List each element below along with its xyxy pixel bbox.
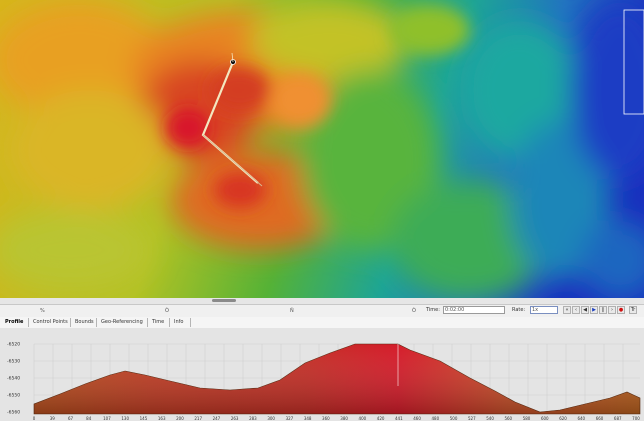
x-tick-label: 145 — [140, 416, 148, 421]
terrain-blob — [390, 180, 550, 298]
profile-panel: -6520 -6530 -6540 -6550 -6560 0 39 67 84 107 130 1… — [0, 328, 644, 421]
tab-divider — [70, 318, 71, 327]
x-tick-label: 300 — [267, 416, 275, 421]
terrain-blob — [0, 0, 170, 120]
terrain-blob — [510, 120, 610, 280]
rate-label: Rate: — [512, 307, 526, 313]
y-tick-label: -6530 — [7, 359, 20, 365]
x-tick-label: 527 — [468, 416, 476, 421]
time-label: Time: — [426, 307, 440, 313]
x-tick-label: 107 — [103, 416, 111, 421]
timeline-tick: % — [40, 308, 45, 314]
x-tick-label: 660 — [596, 416, 604, 421]
x-tick-label: 247 — [213, 416, 221, 421]
path-start-tail — [231, 52, 234, 63]
time-input[interactable]: 0:02:00 — [443, 306, 505, 314]
tab-profile[interactable]: Profile — [5, 319, 24, 325]
track-button[interactable]: Tr — [629, 306, 637, 314]
x-tick-label: 200 — [176, 416, 184, 421]
pause-icon[interactable]: ❙ — [599, 306, 607, 314]
y-tick-label: -6550 — [7, 393, 20, 399]
terrain-blob — [10, 90, 170, 210]
terrain-peak — [210, 68, 270, 112]
x-tick-label: 39 — [50, 416, 56, 421]
terrain-heatmap[interactable] — [0, 0, 644, 298]
timeline-tick: Ñ — [290, 308, 294, 314]
terrain-blob — [250, 0, 410, 80]
y-tick-label: -6520 — [7, 342, 20, 348]
x-tick-label: 0 — [33, 416, 36, 421]
y-tick-label: -6540 — [7, 376, 20, 382]
terrain-peak — [270, 74, 330, 126]
x-tick-label: 263 — [231, 416, 239, 421]
x-tick-label: 130 — [121, 416, 129, 421]
elevation-profile-chart[interactable]: -6520 -6530 -6540 -6550 -6560 0 39 67 84 107 130 1… — [0, 328, 644, 421]
x-tick-label: 460 — [413, 416, 421, 421]
tab-bounds[interactable]: Bounds — [75, 319, 94, 325]
tab-divider — [28, 318, 29, 327]
record-icon[interactable]: ● — [617, 306, 625, 314]
tab-divider — [96, 318, 97, 327]
tab-divider — [190, 318, 191, 327]
x-tick-label: 560 — [504, 416, 512, 421]
map-scrollbar[interactable] — [0, 298, 644, 304]
x-tick-label: 540 — [486, 416, 494, 421]
tab-divider — [147, 318, 148, 327]
terrain-blob — [0, 210, 150, 290]
terrain-blob — [300, 70, 440, 250]
terrain-peak — [390, 5, 470, 55]
profile-shade — [34, 344, 640, 414]
x-tick-label: 687 — [614, 416, 622, 421]
x-tick-label: 500 — [450, 416, 458, 421]
x-tick-label: 283 — [249, 416, 257, 421]
x-tick-label: 400 — [359, 416, 367, 421]
x-tick-label: 217 — [194, 416, 202, 421]
rate-input[interactable]: 1x — [530, 306, 558, 314]
terrain-blob — [580, 220, 644, 298]
overview-frame — [623, 9, 644, 115]
profile-path-shadow — [202, 134, 263, 187]
x-tick-label: 360 — [322, 416, 330, 421]
play-reverse-icon[interactable]: ◀ — [581, 306, 589, 314]
timeline-tick: Ò — [165, 308, 169, 314]
x-tick-label: 84 — [86, 416, 92, 421]
timeline-tick: Ò — [412, 308, 416, 314]
tab-geo-referencing[interactable]: Geo-Referencing — [101, 319, 143, 325]
x-tick-label: 600 — [541, 416, 549, 421]
y-tick-label: -6560 — [7, 410, 20, 416]
timeline-bar: % Ò Ñ Ò Time: 0:02:00 Rate: 1x « ‹ ◀ ▶ ❙… — [0, 304, 644, 318]
x-tick-label: 348 — [304, 416, 312, 421]
tab-info[interactable]: Info — [174, 319, 184, 325]
x-tick-label: 580 — [523, 416, 531, 421]
x-tick-label: 67 — [68, 416, 74, 421]
terrain-peak — [166, 108, 210, 148]
tab-time[interactable]: Time — [152, 319, 165, 325]
x-tick-label: 420 — [377, 416, 385, 421]
step-forward-icon[interactable]: › — [608, 306, 616, 314]
terrain-map[interactable] — [0, 0, 644, 298]
x-tick-label: 480 — [432, 416, 440, 421]
x-tick-label: 620 — [559, 416, 567, 421]
map-scroll-handle[interactable] — [212, 299, 236, 302]
tab-control-points[interactable]: Control Points — [33, 319, 68, 325]
step-back-icon[interactable]: ‹ — [572, 306, 580, 314]
terrain-blob — [570, 0, 644, 180]
x-tick-label: 163 — [158, 416, 166, 421]
x-tick-label: 640 — [577, 416, 585, 421]
rewind-icon[interactable]: « — [563, 306, 571, 314]
x-tick-label: 380 — [340, 416, 348, 421]
x-tick-label: 441 — [395, 416, 403, 421]
x-tick-label: 327 — [286, 416, 294, 421]
play-icon[interactable]: ▶ — [590, 306, 598, 314]
x-tick-label: 700 — [632, 416, 640, 421]
tab-divider — [169, 318, 170, 327]
terrain-peak — [214, 172, 266, 208]
